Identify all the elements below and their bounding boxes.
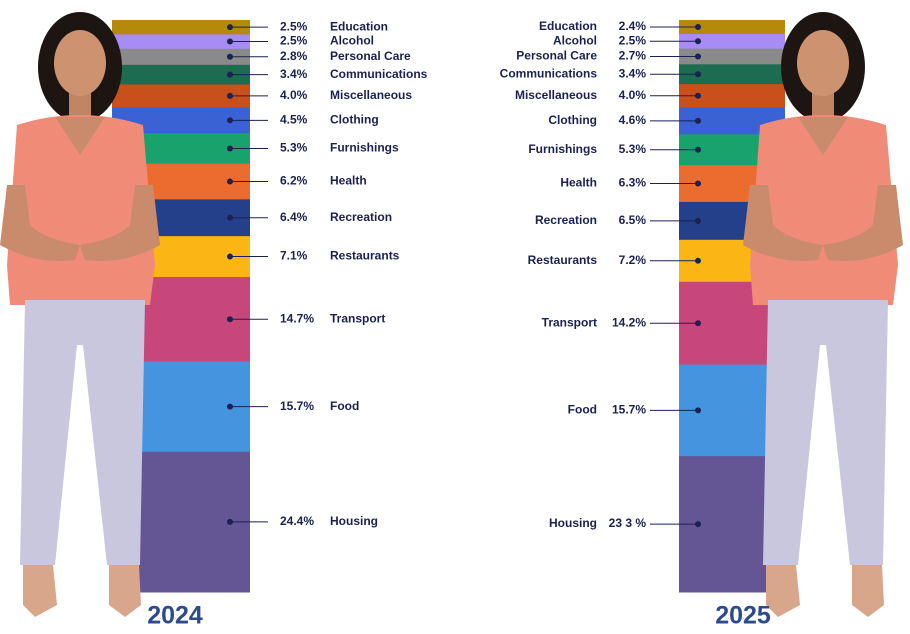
- leader-dot: [227, 72, 233, 78]
- value-label: 4.6%: [619, 113, 647, 127]
- leader-dot: [227, 179, 233, 185]
- value-label: 23 3 %: [609, 516, 647, 530]
- leader-dot: [695, 24, 701, 30]
- category-label: Communications: [500, 66, 598, 80]
- value-label: 15.7%: [280, 399, 314, 413]
- value-label: 7.2%: [619, 253, 647, 267]
- value-label: 2.5%: [280, 34, 308, 48]
- value-label: 14.7%: [280, 311, 314, 325]
- leader-dot: [695, 218, 701, 224]
- chart: 2.5% Education 2.5% Alcohol 2.8% Personal Car…: [0, 0, 910, 629]
- value-label: 7.1%: [280, 249, 308, 263]
- category-label: Recreation: [535, 213, 597, 227]
- value-label: 4.0%: [619, 88, 647, 102]
- leader-dot: [695, 118, 701, 124]
- leader-dot: [695, 320, 701, 326]
- leader-dot: [227, 215, 233, 221]
- bars: [112, 20, 785, 593]
- value-label: 24.4%: [280, 514, 314, 528]
- leader-dot: [695, 258, 701, 264]
- category-label: Restaurants: [330, 249, 400, 263]
- leader-dot: [227, 54, 233, 60]
- category-label: Alcohol: [330, 34, 374, 48]
- category-label: Miscellaneous: [515, 88, 597, 102]
- category-label: Communications: [330, 67, 428, 81]
- leader-dot: [227, 404, 233, 410]
- category-label: Health: [560, 176, 597, 190]
- category-label: Housing: [549, 516, 597, 530]
- value-label: 6.2%: [280, 174, 308, 188]
- value-label: 2.5%: [280, 19, 308, 33]
- leader-dot: [227, 316, 233, 322]
- leader-dot: [695, 147, 701, 153]
- category-label: Clothing: [330, 112, 379, 126]
- category-label: Food: [330, 399, 359, 413]
- leader-dot: [227, 39, 233, 45]
- leader-dot: [227, 145, 233, 151]
- leader-dot: [227, 254, 233, 260]
- labels: 2.5% Education 2.5% Alcohol 2.8% Personal Car…: [227, 19, 701, 530]
- value-label: 6.3%: [619, 176, 647, 190]
- category-label: Personal Care: [516, 49, 597, 63]
- leader-dot: [695, 71, 701, 77]
- value-label: 5.3%: [619, 142, 647, 156]
- value-label: 4.5%: [280, 112, 308, 126]
- category-label: Food: [568, 403, 597, 417]
- value-label: 15.7%: [612, 403, 646, 417]
- value-label: 2.8%: [280, 49, 308, 63]
- value-label: 3.4%: [280, 67, 308, 81]
- leader-dot: [695, 38, 701, 44]
- category-label: Alcohol: [553, 33, 597, 47]
- category-label: Transport: [542, 315, 597, 329]
- value-label: 4.0%: [280, 88, 308, 102]
- value-label: 2.5%: [619, 33, 647, 47]
- category-label: Education: [330, 19, 388, 33]
- category-label: Restaurants: [528, 253, 598, 267]
- value-label: 3.4%: [619, 66, 647, 80]
- value-label: 2.4%: [619, 19, 647, 33]
- category-label: Miscellaneous: [330, 88, 412, 102]
- leader-dot: [227, 117, 233, 123]
- value-label: 14.2%: [612, 315, 646, 329]
- leader-dot: [227, 93, 233, 99]
- category-label: Education: [539, 19, 597, 33]
- category-label: Furnishings: [528, 142, 597, 156]
- value-label: 6.5%: [619, 213, 647, 227]
- category-label: Clothing: [548, 113, 597, 127]
- leader-dot: [695, 407, 701, 413]
- value-label: 5.3%: [280, 141, 308, 155]
- year-label: 2024: [147, 602, 203, 629]
- leader-dot: [695, 93, 701, 99]
- leader-dot: [695, 53, 701, 59]
- value-label: 6.4%: [280, 210, 308, 224]
- leader-dot: [227, 24, 233, 30]
- leader-dot: [695, 521, 701, 527]
- category-label: Personal Care: [330, 49, 411, 63]
- category-label: Health: [330, 174, 367, 188]
- year-label: 2025: [715, 602, 771, 629]
- category-label: Recreation: [330, 210, 392, 224]
- category-label: Furnishings: [330, 141, 399, 155]
- category-label: Housing: [330, 514, 378, 528]
- value-label: 2.7%: [619, 49, 647, 63]
- leader-dot: [695, 181, 701, 187]
- category-label: Transport: [330, 311, 385, 325]
- leader-dot: [227, 519, 233, 525]
